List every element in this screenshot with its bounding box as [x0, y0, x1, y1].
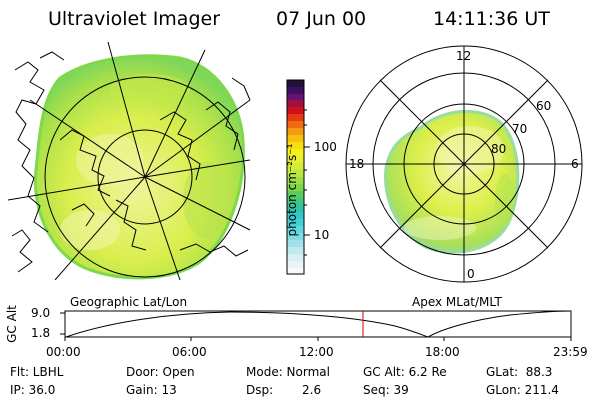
geographic-caption: Geographic Lat/Lon: [70, 295, 188, 309]
apex-caption: Apex MLat/MLT: [412, 295, 502, 309]
altitude-plot: [60, 310, 572, 341]
mlat-label-70: 70: [512, 122, 528, 136]
mlt-label-12: 12: [456, 49, 472, 63]
colorbar-tick-10: 10: [314, 228, 330, 242]
dsp-label: Dsp:: [246, 383, 274, 397]
geographic-latitude: GLat: 88.3: [486, 365, 553, 379]
mlt-label-18: 18: [349, 157, 365, 171]
ip-value: IP: 36.0: [10, 383, 56, 397]
altitude-axis-label: GC Alt: [5, 305, 19, 343]
filter-value: Flt: LBHL: [10, 365, 64, 379]
observation-date: 07 Jun 00: [276, 8, 367, 30]
time-tick-1800: 18:00: [425, 345, 460, 359]
geographic-grid: [8, 42, 251, 280]
sequence-number: Seq: 39: [363, 383, 409, 397]
geographic-map: [8, 42, 251, 280]
time-tick-1200: 12:00: [299, 345, 334, 359]
observation-time: 14:11:36 UT: [433, 8, 550, 30]
gc-altitude: GC Alt: 6.2 Re: [363, 365, 447, 379]
mode-value: Mode: Normal: [246, 365, 330, 379]
mlat-label-80: 80: [491, 142, 507, 156]
apex-grid: [345, 45, 583, 283]
dsp-value: 2.6: [302, 383, 322, 397]
time-tick-0600: 06:00: [172, 345, 207, 359]
instrument-title: Ultraviolet Imager: [48, 8, 221, 30]
door-status: Door: Open: [126, 365, 195, 379]
mlat-label-60: 60: [536, 99, 552, 113]
geographic-longitude: GLon: 211.4: [486, 383, 559, 397]
time-tick-0000: 00:00: [46, 345, 81, 359]
apex-polar-plot: [345, 45, 583, 283]
mlt-label-0: 0: [467, 267, 475, 281]
mlt-label-6: 6: [571, 157, 579, 171]
altitude-trace: [65, 310, 571, 338]
colorbar-unit-label: photon cm⁻²s⁻¹: [285, 143, 299, 237]
gain-value: Gain: 13: [126, 383, 177, 397]
time-tick-2359: 23:59: [553, 345, 588, 359]
colorbar: [286, 79, 310, 275]
altitude-ytick-9: 9.0: [31, 306, 51, 320]
altitude-ytick-1-8: 1.8: [31, 326, 51, 340]
colorbar-tick-100: 100: [314, 140, 337, 154]
coastlines: [11, 51, 251, 273]
